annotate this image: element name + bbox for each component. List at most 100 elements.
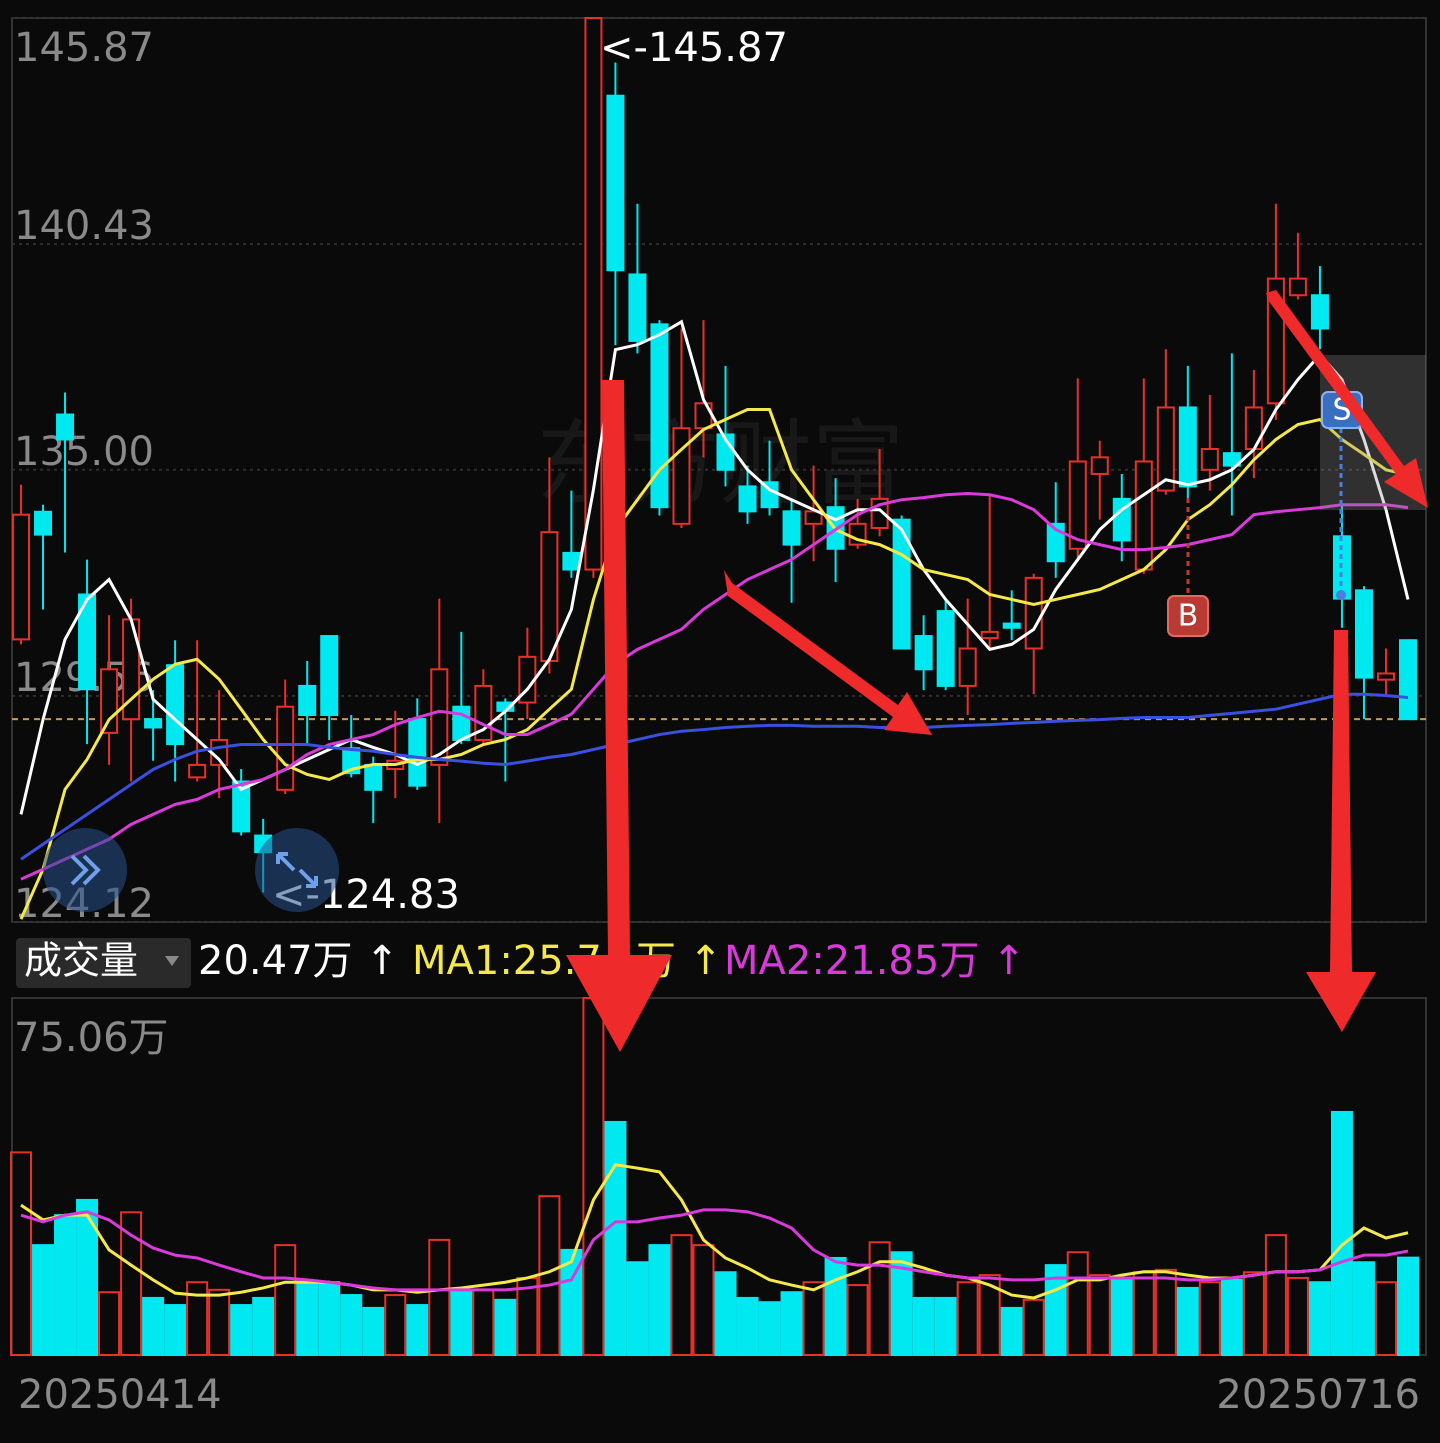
candle-body	[628, 273, 647, 342]
candle-body	[738, 485, 757, 513]
volume-bar	[10, 1151, 32, 1357]
candle-body	[166, 664, 185, 746]
volume-bar	[956, 1281, 979, 1357]
candle-body	[1244, 406, 1263, 451]
volume-legend: 20.47万 ↑	[198, 938, 399, 984]
volume-bar	[428, 1238, 451, 1356]
candle-body	[804, 510, 823, 525]
buy-marker[interactable]	[1167, 595, 1209, 637]
fullscreen-button[interactable]	[255, 828, 339, 912]
candle-body	[606, 94, 625, 272]
volume-bar	[318, 1281, 341, 1357]
volume-bar	[450, 1288, 473, 1356]
candle-body	[562, 551, 581, 571]
volume-bar	[186, 1281, 209, 1357]
volume-bar	[560, 1248, 583, 1356]
candle-body	[1002, 622, 1021, 629]
volume-bar	[780, 1291, 803, 1357]
candle-body	[1024, 576, 1043, 650]
volume-bar	[208, 1288, 231, 1356]
candle-body	[452, 705, 471, 741]
candle-body	[1376, 672, 1395, 681]
arrow	[566, 380, 672, 1052]
candle-body	[584, 17, 603, 571]
candle-body	[1200, 448, 1219, 471]
volume-bar	[846, 1284, 869, 1357]
volume-bar	[1066, 1251, 1089, 1357]
y-tick-label: 145.87	[14, 25, 154, 71]
sell-marker-dot	[1336, 590, 1346, 600]
volume-bar	[494, 1298, 517, 1356]
candle-body	[1156, 406, 1175, 492]
candle-body	[1134, 460, 1153, 571]
expand-icon	[70, 854, 101, 886]
arrow	[1266, 290, 1428, 508]
volume-bar	[1176, 1286, 1199, 1356]
candle-body	[408, 718, 427, 787]
candle-body	[34, 510, 53, 536]
candle-body	[958, 647, 977, 687]
volume-bar	[868, 1241, 891, 1357]
volume-bar	[736, 1296, 759, 1356]
volume-bar	[1286, 1276, 1309, 1356]
volume-bar	[1022, 1298, 1045, 1356]
fullscreen-icon	[276, 852, 318, 888]
volume-ma-line	[20, 1208, 1409, 1292]
candle-body	[298, 684, 317, 717]
candle-body	[1112, 497, 1131, 542]
volume-bar	[1110, 1276, 1133, 1356]
volume-ma-line	[20, 1163, 1409, 1300]
candle-body	[188, 763, 207, 779]
volume-bar	[1264, 1234, 1287, 1357]
candle-body	[430, 668, 449, 766]
volume-bar	[758, 1301, 781, 1356]
y-tick-label: 135.00	[14, 429, 154, 475]
candle-body	[782, 510, 801, 546]
candle-body	[320, 635, 339, 717]
volume-bar	[648, 1244, 671, 1356]
volume-bar	[670, 1234, 693, 1357]
candle-body	[144, 718, 163, 729]
volume-bar	[802, 1281, 825, 1357]
buy-marker-label: B	[1178, 599, 1199, 634]
volume-bar	[164, 1304, 187, 1356]
volume-bar	[824, 1256, 847, 1357]
volume-bar	[230, 1304, 253, 1356]
plot: 124.12129.56135.00140.43145.872025041420…	[10, 17, 1426, 1418]
candle-body	[56, 413, 75, 441]
max-annotation: <-145.87	[600, 25, 788, 71]
candle-body	[364, 763, 383, 791]
candle-body	[540, 531, 559, 662]
ma2-legend: MA2:21.85万 ↑	[724, 938, 1026, 984]
volume-bar	[934, 1296, 957, 1356]
candle-body	[1178, 406, 1197, 488]
volume-bar	[890, 1251, 913, 1357]
volume-bar	[626, 1261, 649, 1356]
volume-bar	[76, 1198, 99, 1356]
x-tick-label: 20250414	[18, 1372, 222, 1418]
volume-bar	[98, 1291, 121, 1357]
volume-bar	[1000, 1306, 1023, 1357]
volume-bar	[252, 1296, 275, 1356]
y-tick-label: 140.43	[14, 203, 154, 249]
candle-body	[1068, 460, 1087, 550]
volume-bar	[912, 1296, 935, 1356]
arrow	[1306, 630, 1376, 1032]
volume-bar	[1242, 1271, 1265, 1356]
volume-bar	[1088, 1274, 1111, 1357]
candle-body	[936, 610, 955, 687]
candle-body	[12, 513, 30, 641]
volume-bar	[362, 1306, 385, 1357]
candle-body	[232, 780, 251, 833]
volume-bar	[32, 1244, 55, 1356]
x-tick-label: 20250716	[1216, 1372, 1420, 1418]
volume-bar	[384, 1294, 407, 1356]
candle-body	[1310, 294, 1329, 330]
volume-bar	[274, 1244, 297, 1356]
dropdown-icon	[165, 956, 179, 966]
candle-body	[100, 668, 119, 734]
arrows	[566, 290, 1428, 1052]
indicator-selector[interactable]	[16, 938, 191, 988]
candle-body	[1288, 277, 1307, 297]
candle-body	[1090, 456, 1109, 475]
